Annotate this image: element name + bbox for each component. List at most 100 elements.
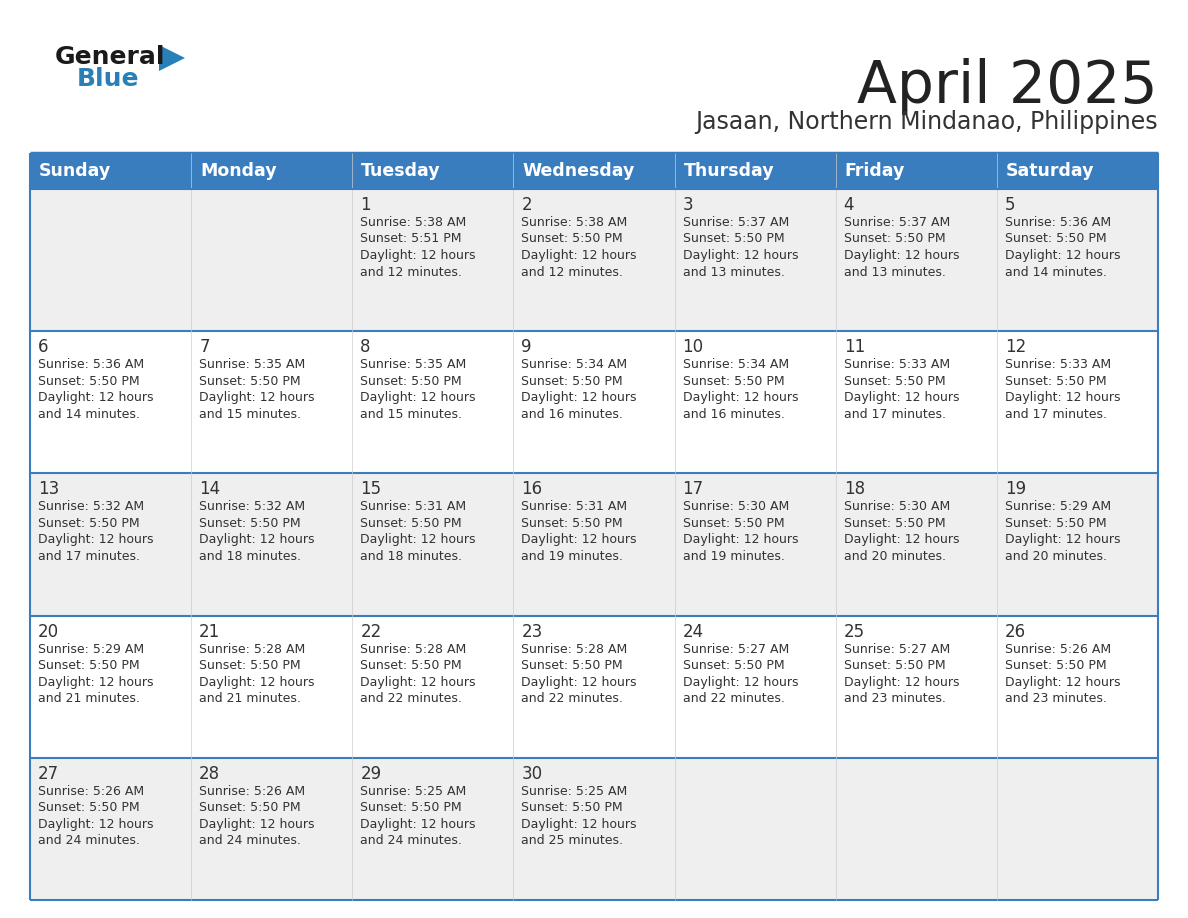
Text: Sunrise: 5:32 AM: Sunrise: 5:32 AM	[200, 500, 305, 513]
Text: Sunset: 5:50 PM: Sunset: 5:50 PM	[360, 375, 462, 387]
Text: Daylight: 12 hours: Daylight: 12 hours	[683, 533, 798, 546]
Text: Sunrise: 5:38 AM: Sunrise: 5:38 AM	[522, 216, 627, 229]
Text: Sunrise: 5:28 AM: Sunrise: 5:28 AM	[200, 643, 305, 655]
Text: Sunrise: 5:29 AM: Sunrise: 5:29 AM	[38, 643, 144, 655]
Text: Sunset: 5:50 PM: Sunset: 5:50 PM	[683, 517, 784, 530]
Text: 15: 15	[360, 480, 381, 498]
Text: Daylight: 12 hours: Daylight: 12 hours	[38, 676, 153, 688]
Text: Sunrise: 5:37 AM: Sunrise: 5:37 AM	[683, 216, 789, 229]
Text: and 16 minutes.: and 16 minutes.	[522, 408, 624, 420]
Text: Sunrise: 5:28 AM: Sunrise: 5:28 AM	[522, 643, 627, 655]
Text: and 20 minutes.: and 20 minutes.	[1005, 550, 1107, 563]
Text: 11: 11	[843, 338, 865, 356]
Text: Daylight: 12 hours: Daylight: 12 hours	[360, 818, 475, 831]
Text: Sunset: 5:50 PM: Sunset: 5:50 PM	[683, 375, 784, 387]
Text: Sunset: 5:50 PM: Sunset: 5:50 PM	[38, 659, 140, 672]
Text: Jasaan, Northern Mindanao, Philippines: Jasaan, Northern Mindanao, Philippines	[695, 110, 1158, 134]
Text: Sunrise: 5:34 AM: Sunrise: 5:34 AM	[522, 358, 627, 371]
Text: 26: 26	[1005, 622, 1026, 641]
Text: Sunset: 5:50 PM: Sunset: 5:50 PM	[200, 801, 301, 814]
Text: and 16 minutes.: and 16 minutes.	[683, 408, 784, 420]
Text: Sunset: 5:50 PM: Sunset: 5:50 PM	[1005, 659, 1106, 672]
Text: Daylight: 12 hours: Daylight: 12 hours	[1005, 676, 1120, 688]
Text: Monday: Monday	[200, 162, 277, 180]
Text: Daylight: 12 hours: Daylight: 12 hours	[200, 533, 315, 546]
FancyBboxPatch shape	[30, 153, 191, 189]
Text: Sunset: 5:50 PM: Sunset: 5:50 PM	[200, 659, 301, 672]
Polygon shape	[159, 45, 185, 71]
Text: 6: 6	[38, 338, 49, 356]
Text: 19: 19	[1005, 480, 1026, 498]
Text: Sunset: 5:50 PM: Sunset: 5:50 PM	[843, 659, 946, 672]
Text: Sunset: 5:50 PM: Sunset: 5:50 PM	[38, 801, 140, 814]
Text: Sunset: 5:50 PM: Sunset: 5:50 PM	[200, 375, 301, 387]
Text: Daylight: 12 hours: Daylight: 12 hours	[1005, 391, 1120, 404]
Text: Sunset: 5:50 PM: Sunset: 5:50 PM	[360, 659, 462, 672]
Text: Sunset: 5:50 PM: Sunset: 5:50 PM	[360, 801, 462, 814]
Text: General: General	[55, 45, 165, 69]
Text: 7: 7	[200, 338, 209, 356]
Text: and 22 minutes.: and 22 minutes.	[522, 692, 624, 705]
Text: Blue: Blue	[77, 67, 139, 91]
Text: Daylight: 12 hours: Daylight: 12 hours	[843, 676, 959, 688]
Text: and 18 minutes.: and 18 minutes.	[360, 550, 462, 563]
Text: Sunset: 5:50 PM: Sunset: 5:50 PM	[200, 517, 301, 530]
Text: Daylight: 12 hours: Daylight: 12 hours	[522, 533, 637, 546]
Text: and 12 minutes.: and 12 minutes.	[360, 265, 462, 278]
Text: 18: 18	[843, 480, 865, 498]
Text: 13: 13	[38, 480, 59, 498]
Text: 29: 29	[360, 765, 381, 783]
Text: Sunset: 5:50 PM: Sunset: 5:50 PM	[522, 517, 623, 530]
Text: Daylight: 12 hours: Daylight: 12 hours	[1005, 249, 1120, 262]
Text: Sunrise: 5:26 AM: Sunrise: 5:26 AM	[38, 785, 144, 798]
Text: 16: 16	[522, 480, 543, 498]
Text: Daylight: 12 hours: Daylight: 12 hours	[200, 818, 315, 831]
Text: Daylight: 12 hours: Daylight: 12 hours	[683, 249, 798, 262]
Text: 3: 3	[683, 196, 693, 214]
Text: Daylight: 12 hours: Daylight: 12 hours	[360, 533, 475, 546]
Text: Daylight: 12 hours: Daylight: 12 hours	[683, 391, 798, 404]
Text: Sunset: 5:50 PM: Sunset: 5:50 PM	[1005, 375, 1106, 387]
Text: Daylight: 12 hours: Daylight: 12 hours	[200, 676, 315, 688]
Text: 25: 25	[843, 622, 865, 641]
Text: and 17 minutes.: and 17 minutes.	[38, 550, 140, 563]
Text: Sunrise: 5:28 AM: Sunrise: 5:28 AM	[360, 643, 467, 655]
Text: Daylight: 12 hours: Daylight: 12 hours	[522, 676, 637, 688]
Text: 10: 10	[683, 338, 703, 356]
Text: Tuesday: Tuesday	[361, 162, 441, 180]
Text: Daylight: 12 hours: Daylight: 12 hours	[360, 391, 475, 404]
Text: Daylight: 12 hours: Daylight: 12 hours	[360, 249, 475, 262]
Text: Daylight: 12 hours: Daylight: 12 hours	[38, 391, 153, 404]
Text: Thursday: Thursday	[683, 162, 775, 180]
Text: Sunrise: 5:30 AM: Sunrise: 5:30 AM	[683, 500, 789, 513]
Text: Sunset: 5:50 PM: Sunset: 5:50 PM	[522, 801, 623, 814]
FancyBboxPatch shape	[30, 474, 1158, 616]
Text: and 25 minutes.: and 25 minutes.	[522, 834, 624, 847]
Text: and 19 minutes.: and 19 minutes.	[522, 550, 624, 563]
Text: and 13 minutes.: and 13 minutes.	[683, 265, 784, 278]
Text: 28: 28	[200, 765, 220, 783]
Text: Sunrise: 5:25 AM: Sunrise: 5:25 AM	[522, 785, 627, 798]
Text: Daylight: 12 hours: Daylight: 12 hours	[522, 818, 637, 831]
Text: Sunset: 5:50 PM: Sunset: 5:50 PM	[522, 375, 623, 387]
Text: 17: 17	[683, 480, 703, 498]
Text: Sunrise: 5:33 AM: Sunrise: 5:33 AM	[843, 358, 950, 371]
Text: Sunrise: 5:26 AM: Sunrise: 5:26 AM	[200, 785, 305, 798]
Text: Wednesday: Wednesday	[523, 162, 634, 180]
Text: and 12 minutes.: and 12 minutes.	[522, 265, 624, 278]
Text: Sunrise: 5:30 AM: Sunrise: 5:30 AM	[843, 500, 950, 513]
Text: Daylight: 12 hours: Daylight: 12 hours	[38, 818, 153, 831]
Text: Sunset: 5:50 PM: Sunset: 5:50 PM	[522, 232, 623, 245]
Text: Sunset: 5:50 PM: Sunset: 5:50 PM	[38, 375, 140, 387]
Text: and 13 minutes.: and 13 minutes.	[843, 265, 946, 278]
Text: Sunset: 5:50 PM: Sunset: 5:50 PM	[38, 517, 140, 530]
Text: 21: 21	[200, 622, 221, 641]
Text: and 14 minutes.: and 14 minutes.	[1005, 265, 1107, 278]
Text: and 19 minutes.: and 19 minutes.	[683, 550, 784, 563]
Text: Sunrise: 5:36 AM: Sunrise: 5:36 AM	[38, 358, 144, 371]
Text: 5: 5	[1005, 196, 1016, 214]
Text: Sunset: 5:50 PM: Sunset: 5:50 PM	[843, 232, 946, 245]
Text: and 14 minutes.: and 14 minutes.	[38, 408, 140, 420]
Text: Daylight: 12 hours: Daylight: 12 hours	[843, 533, 959, 546]
Text: 20: 20	[38, 622, 59, 641]
